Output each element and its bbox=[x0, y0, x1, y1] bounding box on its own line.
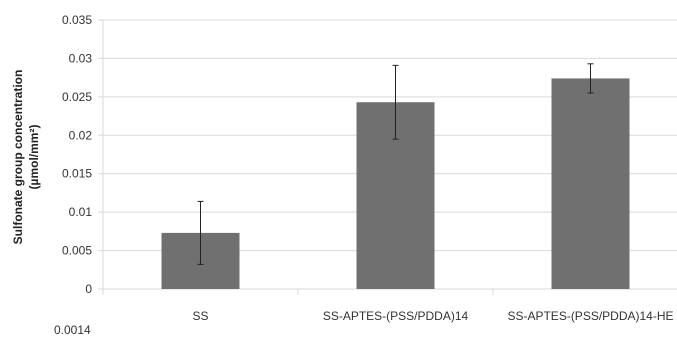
y-tick-labels: 0 0.005 0.01 0.015 0.02 0.025 0.03 0.035 bbox=[62, 13, 92, 296]
y-tick-label: 0 bbox=[85, 282, 92, 296]
bar bbox=[551, 78, 630, 289]
y-tick-label: 0.005 bbox=[62, 244, 92, 258]
x-tick-labels: SS SS-APTES-(PSS/PDDA)14 SS-APTES-(PSS/PDD… bbox=[192, 309, 673, 323]
x-tick-label: SS-APTES-(PSS/PDDA)14-HE bbox=[507, 309, 673, 323]
next-chart-tick-label: 0.0014 bbox=[54, 323, 91, 337]
y-axis-label-line1: Sulfonate group concentration bbox=[11, 70, 25, 245]
y-tick-label: 0.015 bbox=[62, 167, 92, 181]
y-tick-label: 0.025 bbox=[62, 90, 92, 104]
x-tick-label: SS bbox=[192, 309, 208, 323]
y-axis-label-line2: (µmol/mm²) bbox=[27, 125, 41, 190]
error-bars bbox=[197, 63, 594, 265]
x-tick-label: SS-APTES-(PSS/PDDA)14 bbox=[323, 309, 469, 323]
y-tick-label: 0.02 bbox=[69, 128, 93, 142]
y-tick-label: 0.01 bbox=[69, 205, 93, 219]
y-tick-label: 0.035 bbox=[62, 13, 92, 27]
y-tick-label: 0.03 bbox=[69, 51, 93, 65]
